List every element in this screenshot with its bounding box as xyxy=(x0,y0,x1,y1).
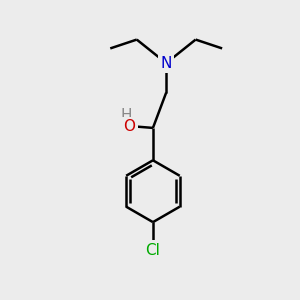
Text: H: H xyxy=(121,108,132,123)
Text: N: N xyxy=(160,56,172,70)
Text: Cl: Cl xyxy=(146,243,160,258)
Text: O: O xyxy=(123,119,135,134)
